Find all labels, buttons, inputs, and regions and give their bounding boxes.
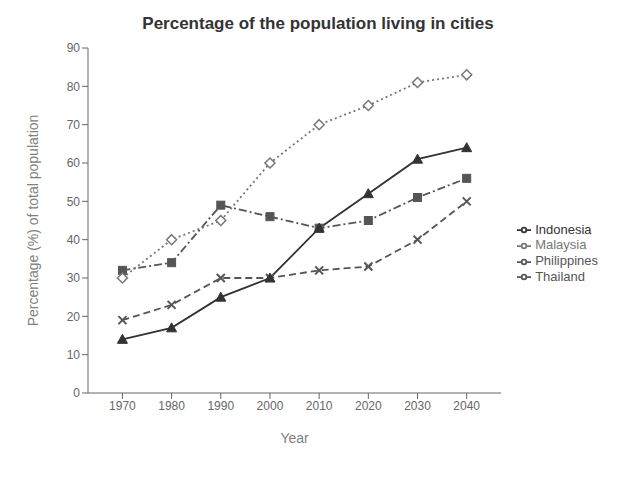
svg-text:70: 70 <box>67 118 81 132</box>
html-text:Indonesia: Indonesia <box>535 221 592 237</box>
svg-text:2040: 2040 <box>453 399 480 413</box>
svg-text:20: 20 <box>67 310 81 324</box>
svg-text:40: 40 <box>67 233 81 247</box>
svg-text:90: 90 <box>67 41 81 55</box>
svg-text:30: 30 <box>67 271 81 285</box>
svg-text:1980: 1980 <box>158 399 185 413</box>
svg-text:80: 80 <box>67 80 81 94</box>
svg-text:60: 60 <box>67 156 81 170</box>
svg-text:Year: Year <box>280 430 309 446</box>
svg-text:1990: 1990 <box>207 399 234 413</box>
html-text:Thailand: Thailand <box>535 268 585 284</box>
svg-text:0: 0 <box>73 386 80 400</box>
svg-text:50: 50 <box>67 195 81 209</box>
svg-text:2000: 2000 <box>257 399 284 413</box>
svg-text:1970: 1970 <box>109 399 136 413</box>
svg-text:Percentage (%) of total popula: Percentage (%) of total population <box>25 115 41 327</box>
svg-text:2010: 2010 <box>306 399 333 413</box>
svg-text:2030: 2030 <box>404 399 431 413</box>
html-text:Malaysia: Malaysia <box>535 237 587 253</box>
svg-text:2020: 2020 <box>355 399 382 413</box>
html-text:Philippines: Philippines <box>535 253 598 268</box>
svg-text:10: 10 <box>67 348 81 362</box>
html-text:Percentage of the population l: Percentage of the population living in c… <box>142 14 494 33</box>
